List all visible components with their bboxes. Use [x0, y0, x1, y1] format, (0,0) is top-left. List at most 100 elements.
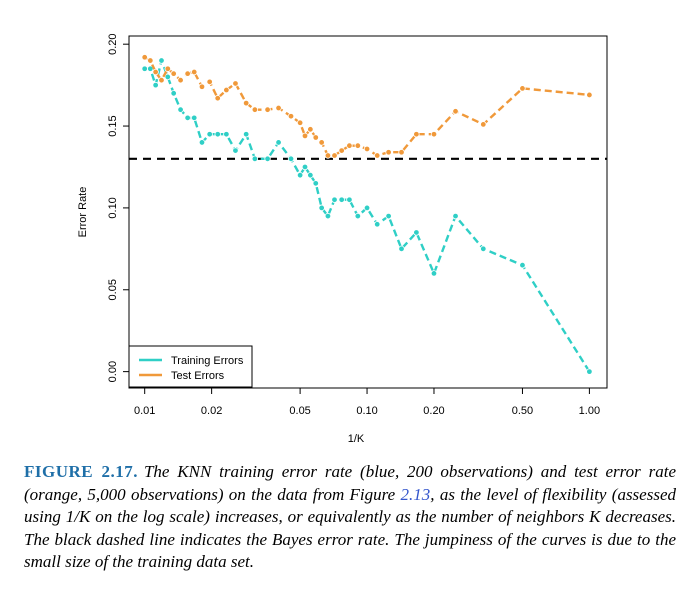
data-point — [223, 86, 230, 94]
data-point — [158, 77, 165, 84]
data-point — [264, 106, 271, 113]
data-point — [251, 106, 259, 113]
data-point — [198, 139, 206, 146]
data-point — [338, 147, 345, 154]
data-point — [452, 212, 459, 220]
data-point — [346, 196, 353, 203]
y-tick-label: 0.20 — [107, 33, 119, 54]
data-point — [287, 113, 295, 120]
data-point — [141, 65, 148, 72]
data-point — [170, 90, 177, 97]
data-point — [331, 196, 338, 203]
x-axis-label: 1/K — [348, 433, 365, 445]
data-point — [184, 114, 191, 122]
data-point — [275, 104, 282, 112]
figure-label: FIGURE 2.17. — [24, 462, 138, 481]
x-tick-label: 0.01 — [134, 405, 155, 417]
series-line — [144, 59, 591, 373]
data-point — [385, 212, 392, 220]
data-point — [164, 73, 171, 81]
data-point — [586, 368, 593, 375]
data-point — [191, 114, 198, 122]
data-point — [324, 152, 332, 159]
data-point — [331, 152, 338, 159]
legend-entry: Training Errors — [171, 355, 244, 367]
data-point — [354, 212, 362, 220]
data-point — [480, 121, 487, 128]
x-tick-label: 1.00 — [579, 405, 600, 417]
data-point — [158, 57, 165, 64]
data-point — [307, 171, 314, 179]
data-point — [374, 152, 381, 159]
data-point — [232, 147, 239, 154]
data-point — [170, 70, 177, 77]
series-line — [144, 56, 590, 157]
caption-text-after-ref: , as the level of flexibility (assessed … — [24, 484, 676, 572]
data-point — [232, 80, 239, 87]
data-point — [519, 262, 526, 269]
series-test-errors — [141, 54, 593, 159]
data-point — [147, 57, 154, 64]
data-point — [430, 270, 438, 277]
data-point — [519, 85, 526, 92]
data-point — [413, 229, 420, 236]
knn-error-chart: 0.01 0.02 0.05 0.10 0.20 0.50 1.00 0.00 0.05 0.1… — [77, 33, 608, 445]
y-axis-label: Error Rate — [77, 187, 89, 238]
data-point — [398, 245, 405, 253]
data-point — [198, 83, 206, 90]
data-point — [296, 119, 304, 126]
data-point — [413, 131, 420, 138]
data-point — [307, 126, 314, 133]
data-point — [242, 131, 250, 138]
data-point — [152, 68, 159, 76]
plot-frame — [128, 35, 608, 389]
data-point — [318, 204, 325, 212]
data-point — [242, 99, 250, 107]
data-point — [177, 77, 184, 84]
data-point — [264, 155, 271, 162]
figure-caption: FIGURE 2.17. The KNN training error rate … — [24, 461, 676, 574]
data-point — [184, 70, 191, 77]
data-point — [287, 155, 295, 162]
data-point — [275, 139, 282, 146]
data-point — [363, 204, 371, 212]
data-point — [191, 68, 198, 76]
data-point — [354, 142, 362, 149]
legend: Training Errors Test Errors — [128, 345, 253, 388]
legend-entry: Test Errors — [171, 370, 225, 382]
figure-reference-link[interactable]: 2.13 — [400, 484, 431, 504]
data-point — [164, 65, 171, 72]
data-point — [318, 139, 325, 146]
data-point — [206, 131, 213, 138]
data-point — [296, 171, 304, 179]
data-point — [363, 145, 371, 153]
y-tick-label: 0.05 — [107, 279, 119, 300]
series-training-errors — [141, 57, 593, 375]
data-point — [301, 132, 309, 140]
data-point — [398, 149, 405, 156]
data-point — [214, 131, 221, 138]
data-point — [206, 78, 213, 86]
data-point — [374, 221, 381, 228]
x-tick-label: 0.10 — [356, 405, 377, 417]
data-point — [480, 245, 487, 253]
data-point — [251, 155, 259, 162]
data-point — [223, 131, 230, 138]
x-axis: 0.01 0.02 0.05 0.10 0.20 0.50 1.00 — [134, 388, 600, 417]
data-point — [385, 149, 392, 156]
data-point — [430, 131, 438, 138]
data-point — [312, 180, 319, 187]
x-tick-label: 0.20 — [423, 405, 444, 417]
data-point — [301, 163, 309, 171]
caption-text-before-ref: The KNN training error rate (blue, 200 o… — [24, 462, 676, 504]
data-point — [586, 91, 593, 99]
data-point — [452, 108, 459, 115]
data-point — [312, 134, 319, 141]
x-tick-label: 0.50 — [512, 405, 533, 417]
data-point — [338, 196, 345, 203]
data-point — [346, 142, 353, 149]
y-tick-label: 0.00 — [107, 361, 119, 382]
data-point — [141, 54, 148, 61]
data-point — [177, 106, 184, 113]
y-axis: 0.00 0.05 0.10 0.15 0.20 — [107, 33, 129, 382]
